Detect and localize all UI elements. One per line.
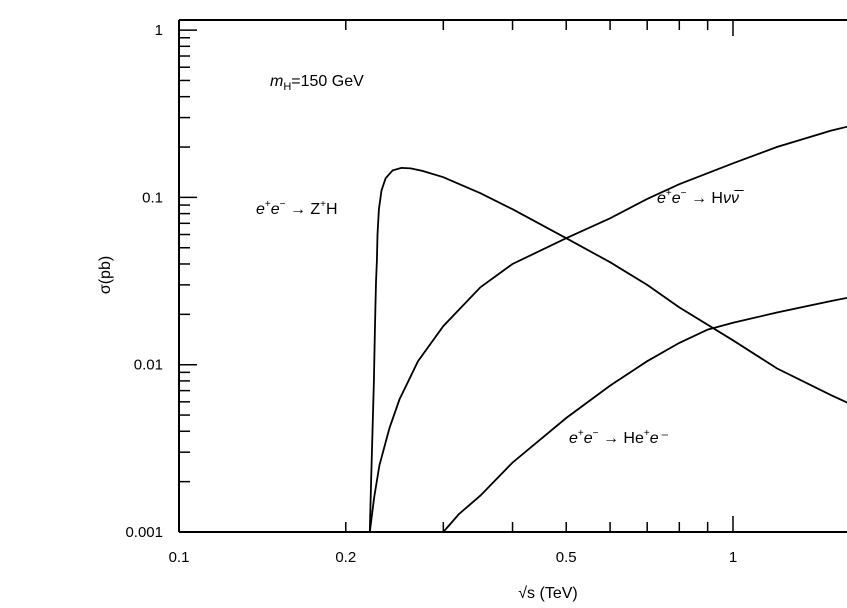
x-tick-label: 0.5 <box>556 549 577 566</box>
series-curve-1 <box>368 125 847 533</box>
series-curve-2 <box>442 296 847 533</box>
plot-frame <box>178 19 847 533</box>
x-axis-label: √s (TeV) <box>518 585 577 602</box>
series-label-hvv: e+e− → Hνν̅ <box>657 188 744 207</box>
y-tick-label: 0.001 <box>125 524 163 541</box>
series-curve-0 <box>368 166 847 533</box>
x-tick-label: 0.1 <box>169 549 190 566</box>
series-label-hee: e+e− → He+e⁻ <box>569 428 669 447</box>
y-axis-label: σ(pb) <box>97 256 114 294</box>
x-tick-label: 1 <box>729 549 737 566</box>
x-tick-label: 0.2 <box>335 549 356 566</box>
y-tick-label: 1 <box>155 22 163 39</box>
series-label-zh: e+e− → Z+H <box>256 199 338 218</box>
higgs-mass-annotation: mH=150 GeV <box>270 73 364 93</box>
y-tick-label: 0.01 <box>134 357 163 374</box>
series-curves <box>368 125 847 533</box>
y-tick-label: 0.1 <box>142 189 163 206</box>
axis-ticks: 0.1 0.2 0.5 1 0.001 0.01 0.1 1 <box>125 20 737 566</box>
